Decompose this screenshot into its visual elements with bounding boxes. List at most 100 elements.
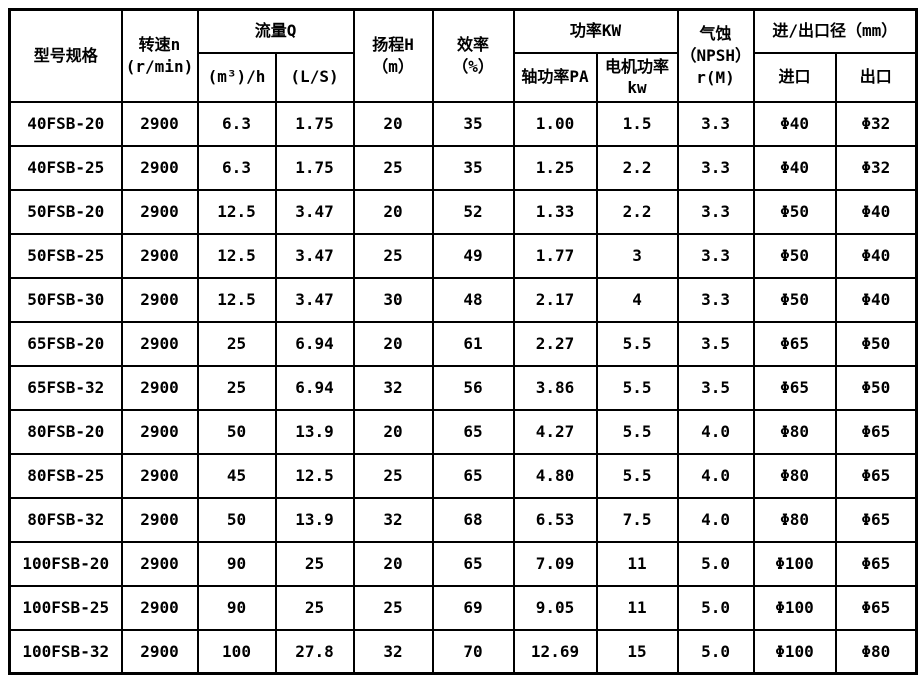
cell-speed: 2900	[120, 452, 199, 499]
header-efficiency: 效率 （%）	[431, 8, 515, 103]
cell-motor-power: 5.5	[595, 452, 679, 499]
cell-outlet: Φ40	[834, 276, 918, 323]
cell-flow-ls: 25	[274, 584, 355, 631]
cell-head: 20	[352, 540, 434, 587]
cell-speed: 2900	[120, 188, 199, 235]
table-row: 50FSB-20 2900 12.5 3.47 20 52 1.33 2.2 3…	[8, 188, 918, 235]
cell-outlet: Φ65	[834, 540, 918, 587]
cell-npsh: 3.5	[676, 364, 755, 411]
cell-npsh: 3.3	[676, 144, 755, 191]
cell-inlet: Φ40	[752, 144, 837, 191]
cell-motor-power: 5.5	[595, 408, 679, 455]
table-row: 100FSB-32 2900 100 27.8 32 70 12.69 15 5…	[8, 628, 918, 675]
cell-model: 50FSB-30	[8, 276, 123, 323]
header-motor-power: 电机功率 kw	[595, 51, 679, 103]
cell-npsh: 4.0	[676, 452, 755, 499]
cell-flow-ls: 13.9	[274, 408, 355, 455]
cell-npsh: 3.3	[676, 100, 755, 147]
pump-spec-table: 型号规格 转速n (r/min) 流量Q 扬程H （m） 效率 （%） 功率KW…	[8, 8, 919, 676]
cell-motor-power: 15	[595, 628, 679, 675]
header-head: 扬程H （m）	[352, 8, 434, 103]
cell-head: 20	[352, 188, 434, 235]
cell-shaft-power: 1.33	[512, 188, 598, 235]
cell-flow-m3h: 12.5	[196, 276, 277, 323]
table-row: 80FSB-20 2900 50 13.9 20 65 4.27 5.5 4.0…	[8, 408, 918, 455]
cell-inlet: Φ65	[752, 364, 837, 411]
cell-shaft-power: 9.05	[512, 584, 598, 631]
cell-head: 32	[352, 364, 434, 411]
table-header: 型号规格 转速n (r/min) 流量Q 扬程H （m） 效率 （%） 功率KW…	[8, 8, 918, 103]
cell-npsh: 5.0	[676, 584, 755, 631]
header-outlet: 出口	[834, 51, 918, 103]
cell-flow-ls: 1.75	[274, 144, 355, 191]
cell-outlet: Φ50	[834, 320, 918, 367]
cell-head: 32	[352, 628, 434, 675]
cell-model: 65FSB-20	[8, 320, 123, 367]
cell-head: 20	[352, 320, 434, 367]
cell-flow-ls: 1.75	[274, 100, 355, 147]
table-row: 50FSB-25 2900 12.5 3.47 25 49 1.77 3 3.3…	[8, 232, 918, 279]
table-row: 80FSB-32 2900 50 13.9 32 68 6.53 7.5 4.0…	[8, 496, 918, 543]
cell-speed: 2900	[120, 276, 199, 323]
cell-efficiency: 70	[431, 628, 515, 675]
cell-shaft-power: 1.77	[512, 232, 598, 279]
cell-flow-ls: 25	[274, 540, 355, 587]
cell-inlet: Φ100	[752, 584, 837, 631]
cell-inlet: Φ50	[752, 276, 837, 323]
cell-shaft-power: 4.80	[512, 452, 598, 499]
cell-npsh: 3.5	[676, 320, 755, 367]
cell-flow-ls: 3.47	[274, 232, 355, 279]
cell-model: 100FSB-32	[8, 628, 123, 675]
table-row: 100FSB-25 2900 90 25 25 69 9.05 11 5.0 Φ…	[8, 584, 918, 631]
cell-inlet: Φ40	[752, 100, 837, 147]
cell-motor-power: 2.2	[595, 144, 679, 191]
table-row: 40FSB-25 2900 6.3 1.75 25 35 1.25 2.2 3.…	[8, 144, 918, 191]
cell-flow-m3h: 100	[196, 628, 277, 675]
cell-outlet: Φ65	[834, 584, 918, 631]
cell-motor-power: 2.2	[595, 188, 679, 235]
header-power: 功率KW	[512, 8, 679, 54]
table-row: 50FSB-30 2900 12.5 3.47 30 48 2.17 4 3.3…	[8, 276, 918, 323]
cell-npsh: 3.3	[676, 276, 755, 323]
cell-efficiency: 49	[431, 232, 515, 279]
cell-head: 25	[352, 144, 434, 191]
cell-speed: 2900	[120, 232, 199, 279]
cell-outlet: Φ65	[834, 452, 918, 499]
header-row-1: 型号规格 转速n (r/min) 流量Q 扬程H （m） 效率 （%） 功率KW…	[8, 8, 918, 103]
cell-flow-m3h: 90	[196, 540, 277, 587]
cell-shaft-power: 1.00	[512, 100, 598, 147]
header-ports: 进/出口径（mm）	[752, 8, 918, 54]
cell-motor-power: 7.5	[595, 496, 679, 543]
cell-efficiency: 65	[431, 452, 515, 499]
cell-shaft-power: 12.69	[512, 628, 598, 675]
cell-inlet: Φ50	[752, 188, 837, 235]
header-flow-ls: (L/S)	[274, 51, 355, 103]
cell-speed: 2900	[120, 540, 199, 587]
cell-speed: 2900	[120, 584, 199, 631]
cell-motor-power: 1.5	[595, 100, 679, 147]
cell-model: 80FSB-20	[8, 408, 123, 455]
table-body: 40FSB-20 2900 6.3 1.75 20 35 1.00 1.5 3.…	[8, 100, 918, 675]
cell-flow-m3h: 90	[196, 584, 277, 631]
cell-inlet: Φ65	[752, 320, 837, 367]
cell-head: 25	[352, 584, 434, 631]
cell-inlet: Φ80	[752, 408, 837, 455]
cell-flow-m3h: 12.5	[196, 188, 277, 235]
cell-head: 25	[352, 232, 434, 279]
cell-shaft-power: 2.27	[512, 320, 598, 367]
cell-shaft-power: 3.86	[512, 364, 598, 411]
cell-flow-m3h: 45	[196, 452, 277, 499]
cell-npsh: 5.0	[676, 540, 755, 587]
cell-model: 80FSB-25	[8, 452, 123, 499]
cell-flow-m3h: 50	[196, 408, 277, 455]
cell-efficiency: 52	[431, 188, 515, 235]
cell-speed: 2900	[120, 144, 199, 191]
cell-efficiency: 65	[431, 540, 515, 587]
cell-head: 25	[352, 452, 434, 499]
cell-shaft-power: 1.25	[512, 144, 598, 191]
cell-efficiency: 68	[431, 496, 515, 543]
cell-speed: 2900	[120, 364, 199, 411]
cell-shaft-power: 7.09	[512, 540, 598, 587]
cell-model: 65FSB-32	[8, 364, 123, 411]
cell-flow-m3h: 50	[196, 496, 277, 543]
